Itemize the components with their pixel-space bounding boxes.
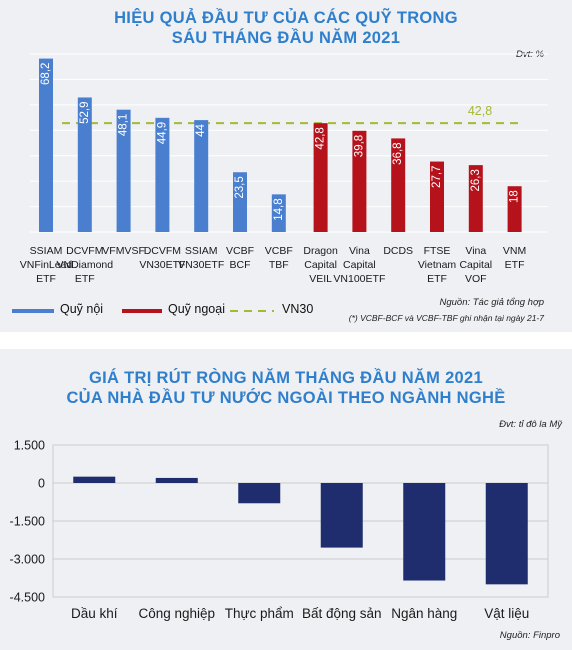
chart1-category-label: ETF	[36, 273, 56, 285]
chart1-data-label: 23,5	[234, 176, 246, 198]
chart1-category-label: VEIL	[309, 273, 332, 285]
chart2-bar	[485, 483, 528, 585]
chart1-category-label: VNM	[503, 245, 526, 257]
chart1-category-label: VN100ETF	[333, 273, 385, 285]
chart2-title-line1: GIÁ TRỊ RÚT RÒNG NĂM THÁNG ĐẦU NĂM 2021	[89, 369, 483, 387]
chart2-ytick-label: -1.500	[10, 515, 45, 529]
net-withdrawal-panel	[0, 349, 572, 650]
chart1-bar	[430, 161, 444, 232]
chart1-category-label: DCVFM	[144, 245, 181, 257]
chart1-footnote: (*) VCBF-BCF và VCBF-TBF ghi nhận tại ng…	[348, 313, 544, 323]
chart1-category-label: ETF	[505, 259, 525, 271]
chart1-bar	[194, 120, 209, 232]
chart1-category-label: BCF	[230, 259, 251, 271]
chart2-title: GIÁ TRỊ RÚT RÒNG NĂM THÁNG ĐẦU NĂM 2021 …	[0, 368, 572, 408]
chart1-category-label: Capital	[304, 259, 337, 271]
chart1-category-label: ETF	[427, 273, 447, 285]
chart1-category-label: DCDS	[383, 245, 413, 257]
legend-swatch-foreign	[122, 309, 162, 313]
chart2-category-label: Thực phẩm	[225, 606, 294, 621]
chart1-bar	[233, 172, 247, 232]
chart1-category-label: VOF	[465, 273, 487, 285]
chart1-data-label: 44,9	[156, 122, 168, 144]
chart2-category-label: Vật liệu	[484, 606, 529, 621]
chart1-category-label: VN30ETF	[139, 259, 185, 271]
chart1-title-line2: SÁU THÁNG ĐẦU NĂM 2021	[171, 29, 401, 47]
chart2-ytick-label: 1.500	[14, 439, 45, 453]
chart2-unit: Đvt: tỉ đô la Mỹ	[499, 419, 562, 430]
chart1-category-label: Dragon	[303, 245, 338, 257]
chart1-bar	[391, 138, 406, 232]
legend-label-foreign: Quỹ ngoại	[168, 302, 225, 316]
chart2-title-line2: CỦA NHÀ ĐẦU TƯ NƯỚC NGOÀI THEO NGÀNH NGH…	[66, 389, 506, 407]
chart1-bar	[468, 165, 483, 232]
panel-divider	[0, 332, 572, 349]
chart2-bar	[238, 483, 281, 504]
chart1-data-label: 27,7	[431, 166, 443, 188]
chart2-bar	[320, 483, 363, 548]
chart1-title-line1: HIỆU QUẢ ĐẦU TƯ CỦA CÁC QUỸ TRONG	[114, 9, 458, 27]
chart1-category-label: TBF	[269, 259, 289, 271]
chart1-category-label: Vina	[349, 245, 370, 257]
chart1-data-label: 26,3	[470, 169, 482, 191]
chart1-bar	[313, 123, 328, 232]
chart1-category-label: VNDiamond	[56, 259, 113, 271]
legend-label-domestic: Quỹ nội	[60, 302, 104, 316]
chart1-bar	[271, 194, 286, 232]
chart1-bar	[352, 130, 367, 232]
chart2-category-label: Ngân hàng	[391, 606, 457, 621]
chart1-bar	[507, 186, 522, 232]
chart1-data-label: 42,8	[315, 127, 327, 149]
chart1-data-label: 18	[509, 190, 521, 203]
chart2-bar	[73, 476, 116, 483]
legend-swatch-domestic	[12, 309, 54, 313]
vn30-reference-label: 42,8	[468, 104, 492, 118]
chart2-ytick-label: -4.500	[10, 591, 45, 605]
chart2-category-label: Công nghiệp	[138, 606, 215, 621]
chart1-data-label: 48,1	[118, 114, 130, 136]
chart1-category-label: VNFinLead	[20, 259, 73, 271]
chart2-category-label: Bất động sản	[302, 606, 382, 621]
chart1-category-label: VFMVSF	[102, 245, 145, 257]
chart2-bar	[155, 477, 198, 483]
chart1-category-label: SSIAM	[185, 245, 218, 257]
fund-performance-chart: 42,868,2SSIAMVNFinLeadETF52,9DCVFMVNDiam…	[20, 53, 548, 285]
chart1-category-label: DCVFM	[66, 245, 103, 257]
chart1-category-label: SSIAM	[30, 245, 63, 257]
chart1-bar	[77, 97, 92, 233]
chart1-bar	[116, 109, 131, 232]
legend-label-vn30: VN30	[282, 302, 314, 316]
chart1-title: HIỆU QUẢ ĐẦU TƯ CỦA CÁC QUỸ TRONG SÁU TH…	[0, 8, 572, 48]
chart1-bar	[155, 117, 170, 232]
chart1-bar	[39, 58, 53, 232]
chart2-category-label: Dầu khí	[71, 606, 118, 621]
chart2-source: Nguồn: Finpro	[499, 630, 560, 641]
legend-swatch-vn30	[230, 310, 274, 312]
chart1-data-label: 14,8	[273, 198, 285, 220]
chart2-ytick-label: -3.000	[10, 553, 45, 567]
chart1-data-label: 52,9	[79, 101, 91, 123]
chart1-category-label: ETF	[75, 273, 95, 285]
chart2-ytick-label: 0	[38, 477, 45, 491]
chart1-category-label: Capital	[343, 259, 376, 271]
chart1-category-label: FTSE	[424, 245, 451, 257]
chart1-data-label: 44	[195, 124, 207, 137]
chart1-category-label: VCBF	[265, 245, 293, 257]
chart1-data-label: 36,8	[392, 142, 404, 164]
chart1-category-label: VN30ETF	[178, 259, 224, 271]
chart1-category-label: VCBF	[226, 245, 254, 257]
chart1-category-label: Vietnam	[418, 259, 457, 271]
chart1-data-label: 39,8	[353, 135, 365, 157]
chart1-source: Nguồn: Tác giả tổng hợp	[439, 297, 544, 308]
chart1-category-label: Vina	[465, 245, 486, 257]
chart2-bar	[403, 483, 446, 581]
chart1-category-label: Capital	[459, 259, 492, 271]
chart1-data-label: 68,2	[40, 63, 52, 85]
